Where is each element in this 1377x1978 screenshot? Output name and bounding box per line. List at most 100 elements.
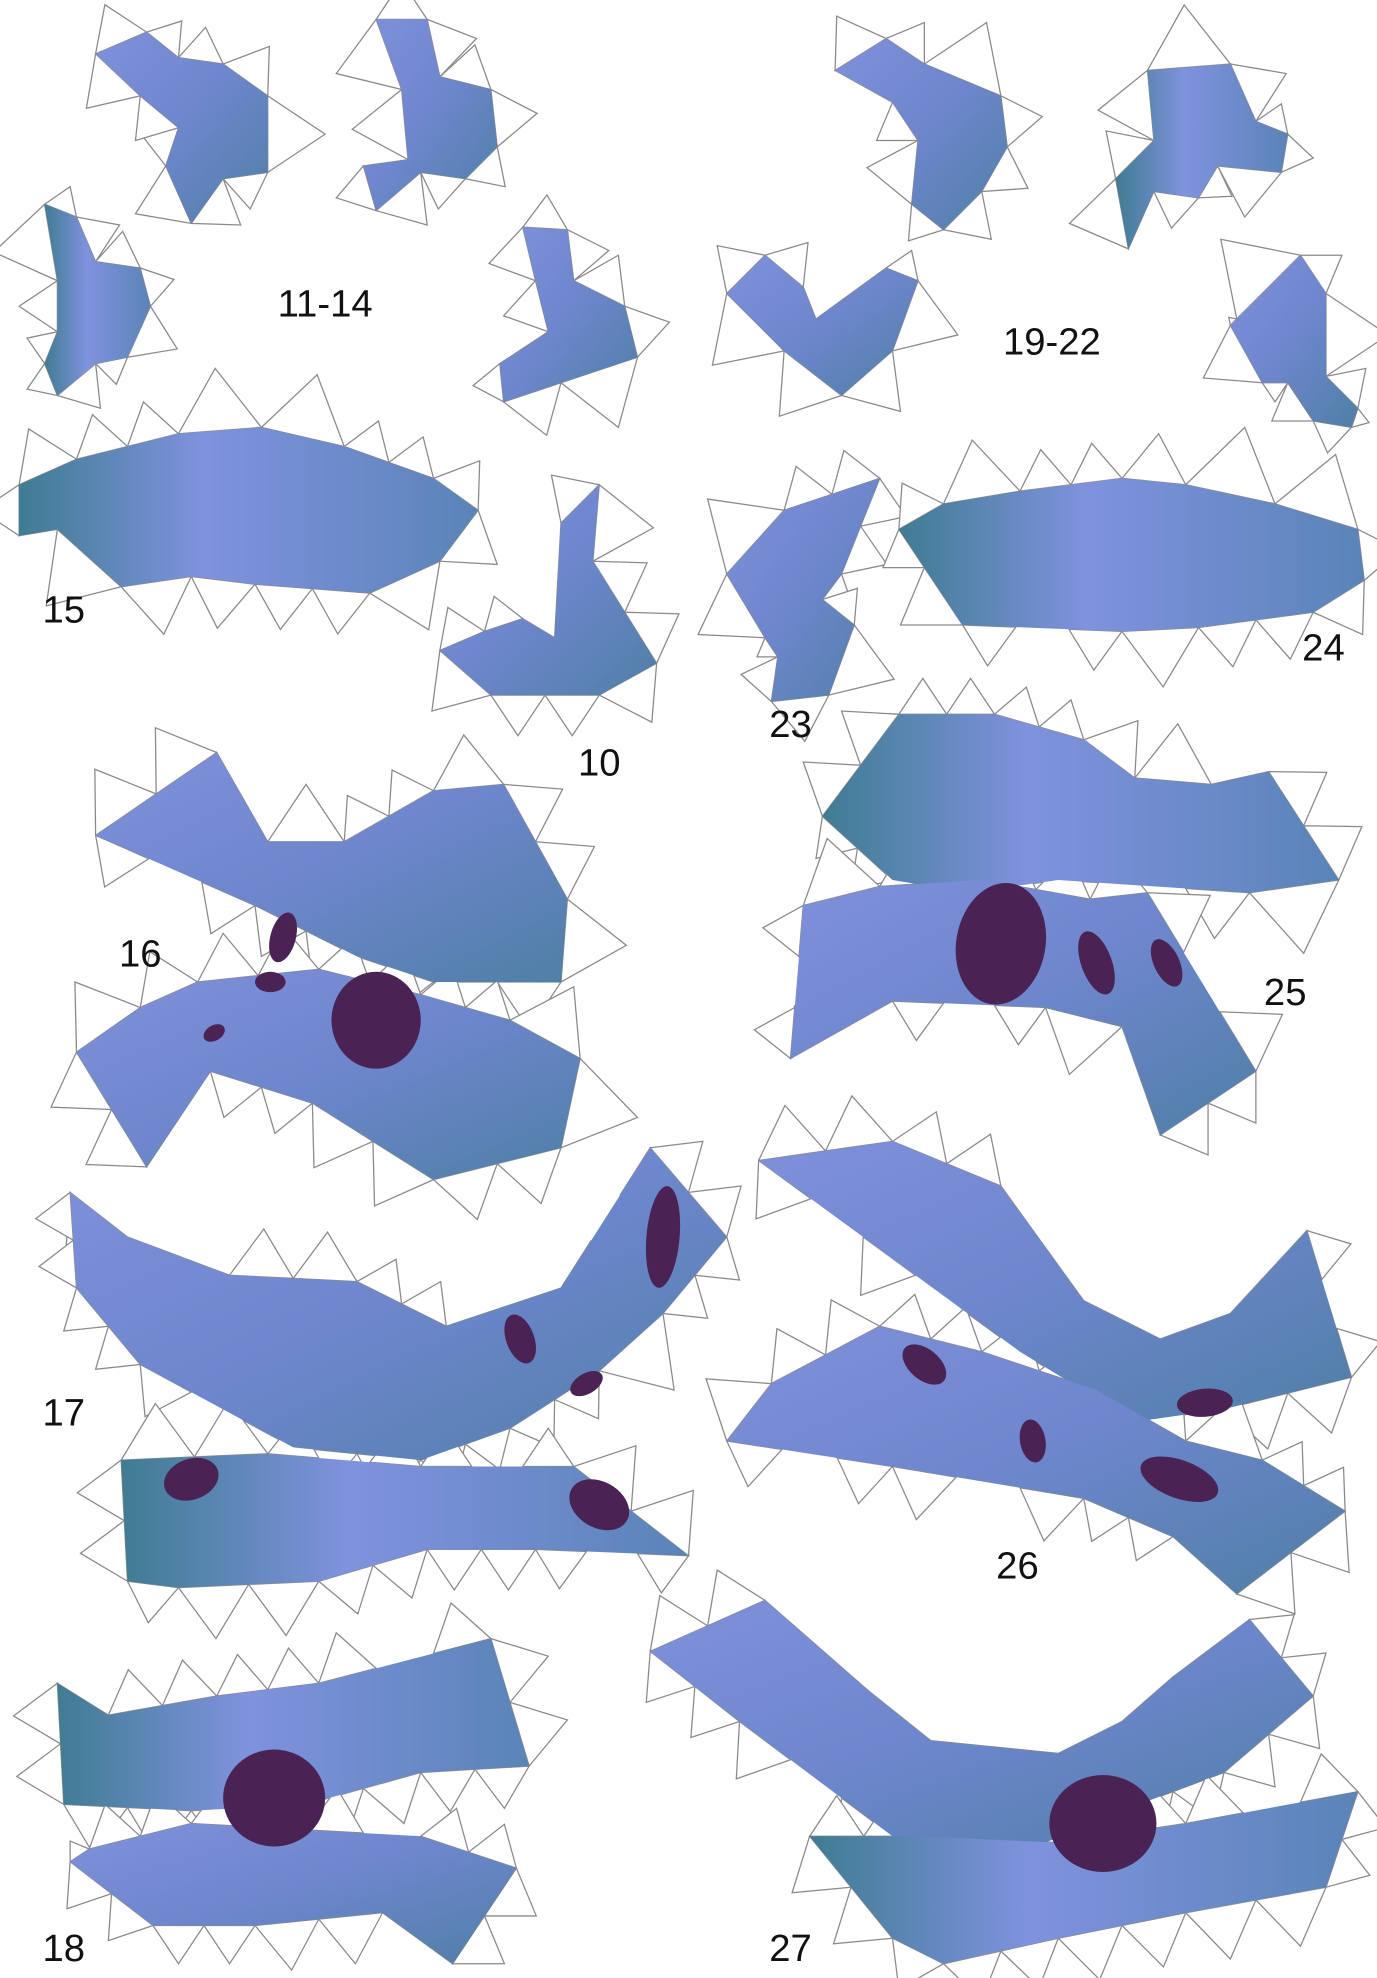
glue-tab bbox=[1069, 442, 1124, 486]
glue-tab bbox=[824, 1094, 894, 1152]
glue-tab bbox=[1146, 3, 1232, 72]
glue-tab bbox=[50, 1050, 113, 1111]
glue-tab bbox=[891, 1000, 945, 1042]
glue-tab bbox=[119, 1402, 196, 1461]
glue-tab bbox=[763, 241, 809, 289]
paper-piece bbox=[835, 38, 1008, 230]
glue-tab bbox=[1218, 1011, 1284, 1073]
glue-tab bbox=[495, 1146, 563, 1205]
glue-tab bbox=[891, 1465, 958, 1521]
glue-tab bbox=[79, 1519, 129, 1583]
part-label: 27 bbox=[769, 1927, 812, 1970]
glue-tab bbox=[94, 834, 151, 888]
paper-piece bbox=[758, 1141, 1352, 1422]
glue-tab bbox=[425, 1548, 483, 1592]
eye-spot bbox=[1176, 1388, 1233, 1417]
glue-tab bbox=[15, 1742, 65, 1806]
glue-tab bbox=[865, 139, 919, 206]
eye-spot bbox=[223, 1749, 326, 1847]
eye-spot bbox=[955, 882, 1047, 1005]
paper-piece bbox=[19, 427, 479, 594]
glue-tab bbox=[836, 1457, 894, 1505]
glue-tab bbox=[1197, 619, 1257, 668]
glue-tab bbox=[177, 1583, 250, 1640]
glue-tab bbox=[560, 1057, 639, 1149]
glue-tab bbox=[76, 1458, 126, 1522]
glue-tab bbox=[534, 1548, 588, 1590]
glue-tab bbox=[1299, 254, 1343, 295]
glue-tab bbox=[1067, 628, 1124, 672]
eye-spot bbox=[645, 1186, 681, 1288]
glue-tab bbox=[1227, 316, 1239, 327]
glue-tab bbox=[311, 1101, 375, 1169]
glue-tab bbox=[177, 26, 225, 65]
glue-tab bbox=[266, 1647, 321, 1691]
eye-spot bbox=[1078, 931, 1115, 995]
glue-tab bbox=[34, 1191, 75, 1242]
glue-tab bbox=[560, 897, 628, 984]
glue-tab bbox=[12, 1682, 62, 1745]
paper-piece bbox=[363, 19, 498, 211]
glue-tab bbox=[177, 367, 263, 435]
eye-spot bbox=[504, 1314, 537, 1364]
part-label: 16 bbox=[119, 933, 162, 976]
part-label: 19-22 bbox=[1003, 321, 1101, 364]
glue-tab bbox=[126, 1580, 180, 1624]
eye-spot bbox=[203, 1024, 225, 1042]
glue-tab bbox=[419, 1768, 477, 1813]
paper-piece bbox=[898, 478, 1365, 632]
glue-tab bbox=[432, 1601, 493, 1655]
paper-piece bbox=[822, 714, 1339, 893]
paper-piece bbox=[726, 255, 918, 396]
glue-tab bbox=[317, 1911, 384, 1965]
glue-tab bbox=[489, 694, 547, 737]
paper-piece bbox=[44, 204, 151, 396]
glue-tab bbox=[432, 1162, 499, 1221]
paper-piece bbox=[70, 1147, 727, 1461]
paper-piece bbox=[790, 879, 1256, 1135]
pieces bbox=[19, 19, 1365, 1964]
paper-piece bbox=[70, 1823, 517, 1964]
glue-tab bbox=[0, 483, 20, 537]
glue-tab bbox=[480, 1548, 537, 1592]
glue-tab bbox=[94, 230, 142, 269]
glue-tab bbox=[753, 1006, 796, 1060]
glue-tab bbox=[757, 1104, 827, 1162]
glue-tab bbox=[196, 932, 260, 983]
glue-tab bbox=[1305, 1229, 1353, 1281]
glue-tab bbox=[139, 267, 176, 308]
part-label: 15 bbox=[42, 588, 85, 631]
glue-tab bbox=[374, 0, 429, 20]
glue-tab bbox=[693, 1235, 741, 1281]
glue-tab bbox=[1219, 238, 1302, 321]
glue-tab bbox=[253, 1918, 320, 1972]
glue-tab bbox=[419, 171, 467, 211]
paper-piece bbox=[726, 478, 880, 702]
glue-tab bbox=[859, 1235, 917, 1297]
glue-tab bbox=[1120, 626, 1200, 688]
eye-spot bbox=[902, 1344, 947, 1385]
glue-tab bbox=[993, 1004, 1047, 1046]
paper-piece bbox=[1115, 63, 1288, 249]
glue-tab bbox=[961, 624, 1017, 668]
glue-tab bbox=[1152, 190, 1200, 230]
paper-piece bbox=[1230, 255, 1358, 428]
glue-tab bbox=[311, 587, 371, 636]
eye-spot bbox=[1049, 1775, 1157, 1872]
part-label: 17 bbox=[42, 1392, 85, 1435]
glue-tab bbox=[37, 1238, 78, 1290]
glue-tab bbox=[1325, 292, 1377, 378]
glue-tab bbox=[1206, 1070, 1257, 1124]
glue-tab bbox=[945, 677, 996, 715]
paper-piece bbox=[57, 1638, 530, 1811]
glue-tab bbox=[1133, 722, 1213, 786]
glue-tab bbox=[636, 1552, 690, 1595]
eye-spot bbox=[255, 971, 286, 993]
part-label: 23 bbox=[769, 703, 812, 746]
eye-spot bbox=[163, 1457, 219, 1501]
glue-tab bbox=[1000, 94, 1044, 149]
spots bbox=[163, 882, 1233, 1872]
glue-tab bbox=[521, 193, 569, 231]
